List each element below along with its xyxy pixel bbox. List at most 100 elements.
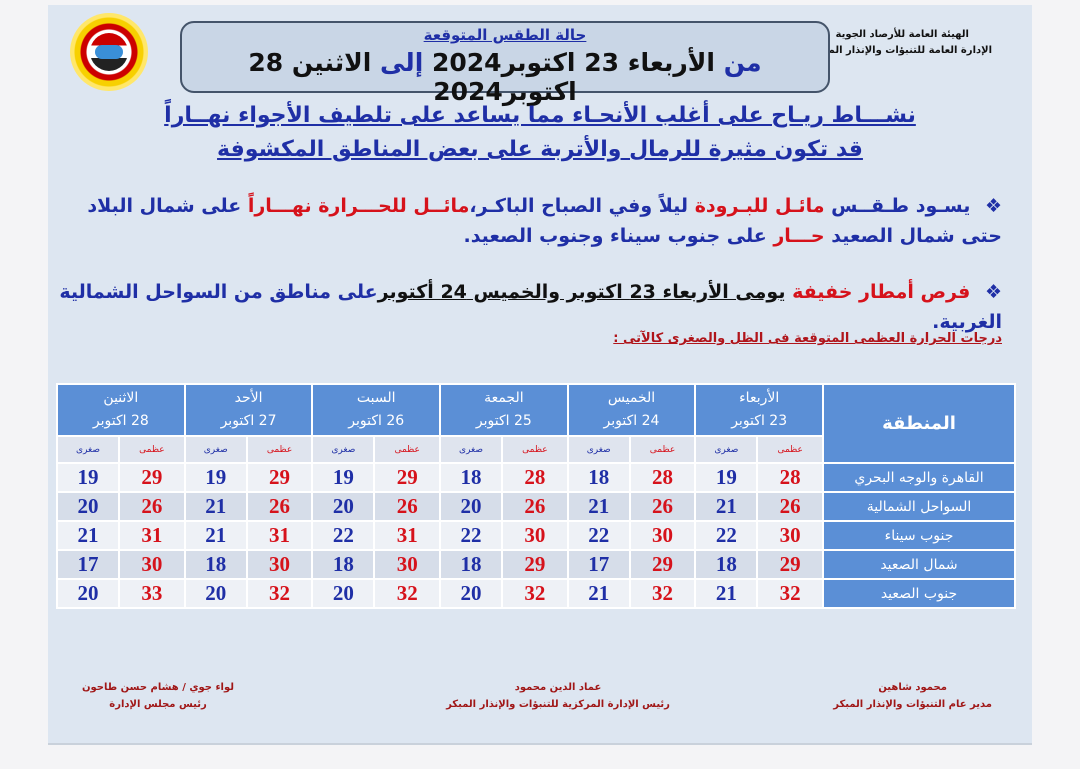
table-row: القاهرة والوجه البحري 28 19 28 18 28 18 29 19 29 1… <box>58 464 1014 491</box>
min-temp: 20 <box>313 580 374 607</box>
max-temp: 32 <box>375 580 440 607</box>
date: 27 اكتوبر <box>220 413 277 429</box>
ema-logo-icon <box>70 13 148 91</box>
to-label: إلى <box>380 48 424 77</box>
max-temp: 31 <box>247 522 312 549</box>
min-temp: 22 <box>696 522 757 549</box>
max-temp: 30 <box>758 522 822 549</box>
max-min-header-row: عظمى صغرى عظمى صغرى عظمى صغرى عظمى صغرى عظمى صغرى… <box>58 437 1014 462</box>
max-temp: 31 <box>375 522 440 549</box>
text: يسـود طـقــس <box>831 195 971 217</box>
min-temp: 21 <box>58 522 119 549</box>
min-temp: 20 <box>58 580 119 607</box>
min-label: صغرى <box>568 437 629 462</box>
date: 28 اكتوبر <box>92 413 149 429</box>
max-temp: 29 <box>630 551 695 578</box>
min-temp: 18 <box>696 551 757 578</box>
region-name: جنوب سيناء <box>824 522 1014 549</box>
min-temp: 19 <box>696 464 757 491</box>
from-label: من <box>723 48 762 77</box>
max-label: عظمى <box>120 437 184 462</box>
signatory-title: رئيس مجلس الإدارة <box>109 699 207 710</box>
day: الخميس <box>607 390 656 406</box>
min-temp: 17 <box>58 551 119 578</box>
day: السبت <box>356 390 396 406</box>
min-temp: 21 <box>568 580 629 607</box>
min-temp: 21 <box>185 522 246 549</box>
min-temp: 21 <box>185 493 246 520</box>
min-temp: 22 <box>441 522 502 549</box>
max-temp: 29 <box>758 551 822 578</box>
max-temp: 31 <box>120 522 184 549</box>
max-temp: 26 <box>630 493 695 520</box>
signatory-name: عماد الدين محمود <box>514 682 602 693</box>
max-temp: 32 <box>247 580 312 607</box>
max-label: عظمى <box>375 437 440 462</box>
max-label: عظمى <box>503 437 567 462</box>
to-date: الاثنين 28 اكتوبر2024 <box>248 48 577 106</box>
title-heading: حالة الطقس المتوقعة <box>423 26 587 44</box>
min-label: صغرى <box>313 437 374 462</box>
min-temp: 19 <box>58 464 119 491</box>
max-temp: 29 <box>247 464 312 491</box>
signatory-title: رئيس الإدارة المركزية للتنبؤات والإنذار … <box>446 699 670 710</box>
min-temp: 19 <box>185 464 246 491</box>
org-name: الهيئة العامة للأرصاد الجوية <box>835 29 969 40</box>
date: 24 اكتوبر <box>603 413 660 429</box>
day: الجمعة <box>484 390 524 406</box>
max-temp: 30 <box>120 551 184 578</box>
text: على جنوب سيناء وجنوب الصعيد. <box>463 225 767 247</box>
min-temp: 20 <box>441 580 502 607</box>
table-row: شمال الصعيد 29 18 29 17 29 18 30 18 30 18 30 17 <box>58 551 1014 578</box>
organization-header: الهيئة العامة للأرصاد الجوية الإدارة الع… <box>813 27 993 59</box>
day-header: الخميس 24 اكتوبر <box>568 385 695 435</box>
max-temp: 28 <box>503 464 567 491</box>
signature-1: محمود شاهين مدير عام التنبؤات والإنذار ال… <box>833 679 992 713</box>
min-label: صغرى <box>696 437 757 462</box>
signature-2: عماد الدين محمود رئيس الإدارة المركزية لل… <box>388 679 728 713</box>
bullet-temperature: ❖ يسـود طـقــس مائـل للبـرودة ليلاً وفي … <box>52 191 1002 251</box>
text: يومى الأربعاء 23 اكتوبر والخميس 24 أكتوب… <box>377 281 786 303</box>
region-header: المنطقة <box>824 385 1014 462</box>
date: 26 اكتوبر <box>348 413 405 429</box>
max-temp: 29 <box>375 464 440 491</box>
min-temp: 20 <box>441 493 502 520</box>
date: 25 اكتوبر <box>475 413 532 429</box>
min-temp: 21 <box>696 580 757 607</box>
text: على شمال البلاد حتى شمال الصعيد <box>87 195 1002 247</box>
min-temp: 21 <box>696 493 757 520</box>
max-temp: 26 <box>120 493 184 520</box>
min-temp: 18 <box>441 551 502 578</box>
day-header: الأحد 27 اكتوبر <box>185 385 312 435</box>
min-temp: 18 <box>568 464 629 491</box>
max-temp: 29 <box>120 464 184 491</box>
min-temp: 18 <box>185 551 246 578</box>
max-temp: 26 <box>375 493 440 520</box>
table-row: السواحل الشمالية 26 21 26 21 26 20 26 20 26 21 26 20 <box>58 493 1014 520</box>
signatory-name: محمود شاهين <box>878 682 947 693</box>
text: حـــار <box>773 225 825 247</box>
max-temp: 26 <box>247 493 312 520</box>
min-temp: 19 <box>313 464 374 491</box>
temperature-table: المنطقة الأربعاء 23 اكتوبر الخميس 24 اكتوب… <box>56 383 1016 609</box>
region-name: جنوب الصعيد <box>824 580 1014 607</box>
min-temp: 17 <box>568 551 629 578</box>
max-temp: 30 <box>503 522 567 549</box>
text: فرص أمطار خفيفة <box>792 281 971 303</box>
max-temp: 32 <box>503 580 567 607</box>
min-temp: 21 <box>568 493 629 520</box>
max-temp: 32 <box>758 580 822 607</box>
day-header: الجمعة 25 اكتوبر <box>441 385 567 435</box>
text: مائـل للبـرودة <box>694 195 825 217</box>
min-label: صغرى <box>185 437 246 462</box>
signatory-title: مدير عام التنبؤات والإنذار المبكر <box>833 699 992 710</box>
max-label: عظمى <box>247 437 312 462</box>
min-temp: 18 <box>441 464 502 491</box>
from-date: الأربعاء 23 اكتوبر2024 <box>431 48 715 77</box>
forecast-document: الهيئة العامة للأرصاد الجوية الإدارة الع… <box>48 5 1032 745</box>
day: الأحد <box>234 390 263 406</box>
max-temp: 28 <box>758 464 822 491</box>
min-temp: 18 <box>313 551 374 578</box>
date-range: من الأربعاء 23 اكتوبر2024 إلى الاثنين 28… <box>182 48 828 106</box>
region-name: شمال الصعيد <box>824 551 1014 578</box>
